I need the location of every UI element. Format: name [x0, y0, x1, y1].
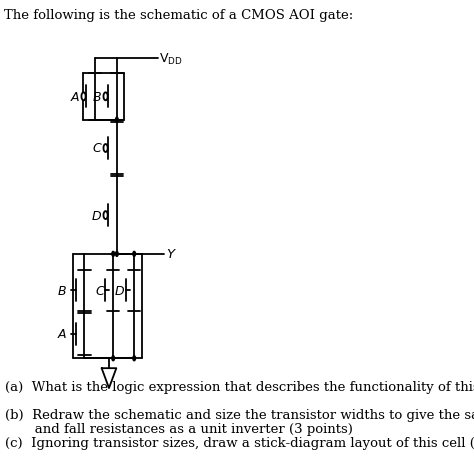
Circle shape: [133, 356, 136, 361]
Text: B: B: [57, 284, 66, 297]
Text: A: A: [57, 328, 66, 341]
Text: and fall resistances as a unit inverter (3 points): and fall resistances as a unit inverter …: [5, 422, 352, 435]
Circle shape: [116, 252, 118, 257]
Circle shape: [103, 212, 108, 219]
Text: The following is the schematic of a CMOS AOI gate:: The following is the schematic of a CMOS…: [4, 9, 353, 22]
Text: D: D: [91, 209, 101, 222]
Text: B: B: [92, 91, 101, 104]
Circle shape: [103, 145, 108, 153]
Circle shape: [103, 93, 108, 101]
Text: C: C: [95, 284, 104, 297]
Circle shape: [112, 356, 115, 361]
Circle shape: [112, 252, 115, 257]
Text: (b)  Redraw the schematic and size the transistor widths to give the same effect: (b) Redraw the schematic and size the tr…: [5, 408, 474, 421]
Text: A: A: [71, 91, 79, 104]
Circle shape: [116, 118, 118, 123]
Text: (c)  Ignoring transistor sizes, draw a stick-diagram layout of this cell (8 poin: (c) Ignoring transistor sizes, draw a st…: [5, 436, 474, 449]
Text: C: C: [92, 142, 101, 155]
Text: (a)  What is the logic expression that describes the functionality of this gate?: (a) What is the logic expression that de…: [5, 380, 474, 393]
Circle shape: [133, 252, 136, 257]
Text: D: D: [115, 284, 125, 297]
Circle shape: [82, 93, 86, 101]
Text: Y: Y: [166, 248, 174, 261]
Text: V$_\mathrm{DD}$: V$_\mathrm{DD}$: [159, 51, 183, 67]
